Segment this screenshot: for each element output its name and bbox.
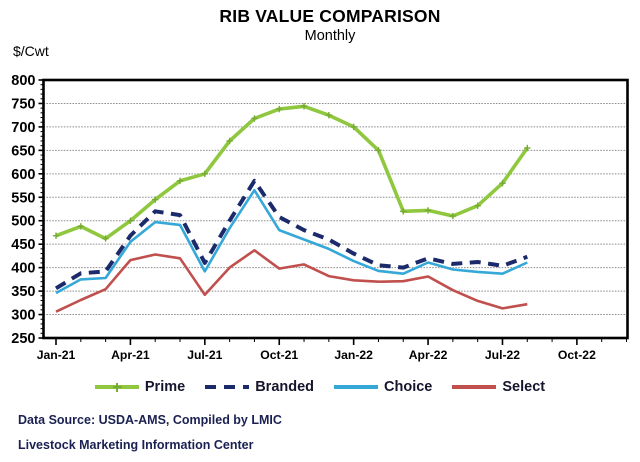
y-axis-unit-label: $/Cwt — [13, 43, 49, 59]
organization-text: Livestock Marketing Information Center — [18, 438, 254, 452]
legend-item-prime: Prime — [94, 379, 186, 395]
x-tick-label: Apr-21 — [111, 348, 150, 362]
series-line-prime — [55, 104, 529, 241]
y-tick-label: 650 — [11, 143, 35, 159]
y-tick-label: 750 — [11, 96, 35, 112]
x-tick-label: Oct-22 — [558, 348, 596, 362]
y-tick-label: 350 — [11, 284, 35, 300]
legend-line-sample-prime — [94, 380, 139, 394]
series-line-branded — [54, 178, 528, 291]
legend-item-select: Select — [452, 379, 545, 395]
x-tick-label: Apr-22 — [409, 348, 448, 362]
y-tick-label: 450 — [11, 237, 35, 253]
series-line-choice — [55, 188, 528, 295]
y-tick-label: 600 — [11, 167, 35, 183]
chart-title: RIB VALUE COMPARISON — [219, 6, 441, 26]
legend-item-branded: Branded — [205, 379, 314, 395]
y-tick-label: 800 — [11, 73, 35, 89]
x-tick-label: Jan-21 — [37, 348, 76, 362]
legend-label-choice: Choice — [384, 379, 433, 395]
data-source-text: Data Source: USDA-AMS, Compiled by LMIC — [18, 413, 282, 427]
y-tick-label: 500 — [11, 214, 35, 230]
y-tick-label: 300 — [11, 308, 35, 324]
chart-legend: Prime Branded Choice Select — [0, 376, 640, 398]
x-tick-label: Jul-21 — [187, 348, 222, 362]
legend-line-sample-select — [452, 380, 497, 394]
legend-label-select: Select — [502, 379, 546, 395]
plot-border — [42, 78, 629, 340]
series-line-select — [55, 249, 528, 313]
y-tick-label: 250 — [11, 331, 35, 347]
y-tick-label: 700 — [11, 120, 35, 136]
legend-label-prime: Prime — [144, 379, 186, 395]
y-tick-label: 400 — [11, 261, 35, 277]
x-tick-label: Jan-22 — [334, 348, 373, 362]
x-tick-label: Oct-21 — [260, 348, 298, 362]
legend-label-branded: Branded — [255, 379, 315, 395]
legend-line-sample-choice — [334, 380, 379, 394]
x-tick-label: Jul-22 — [485, 348, 520, 362]
legend-line-sample-branded — [205, 380, 250, 394]
chart-subtitle: Monthly — [304, 28, 356, 44]
legend-item-choice: Choice — [334, 379, 432, 395]
y-tick-label: 550 — [11, 190, 35, 206]
